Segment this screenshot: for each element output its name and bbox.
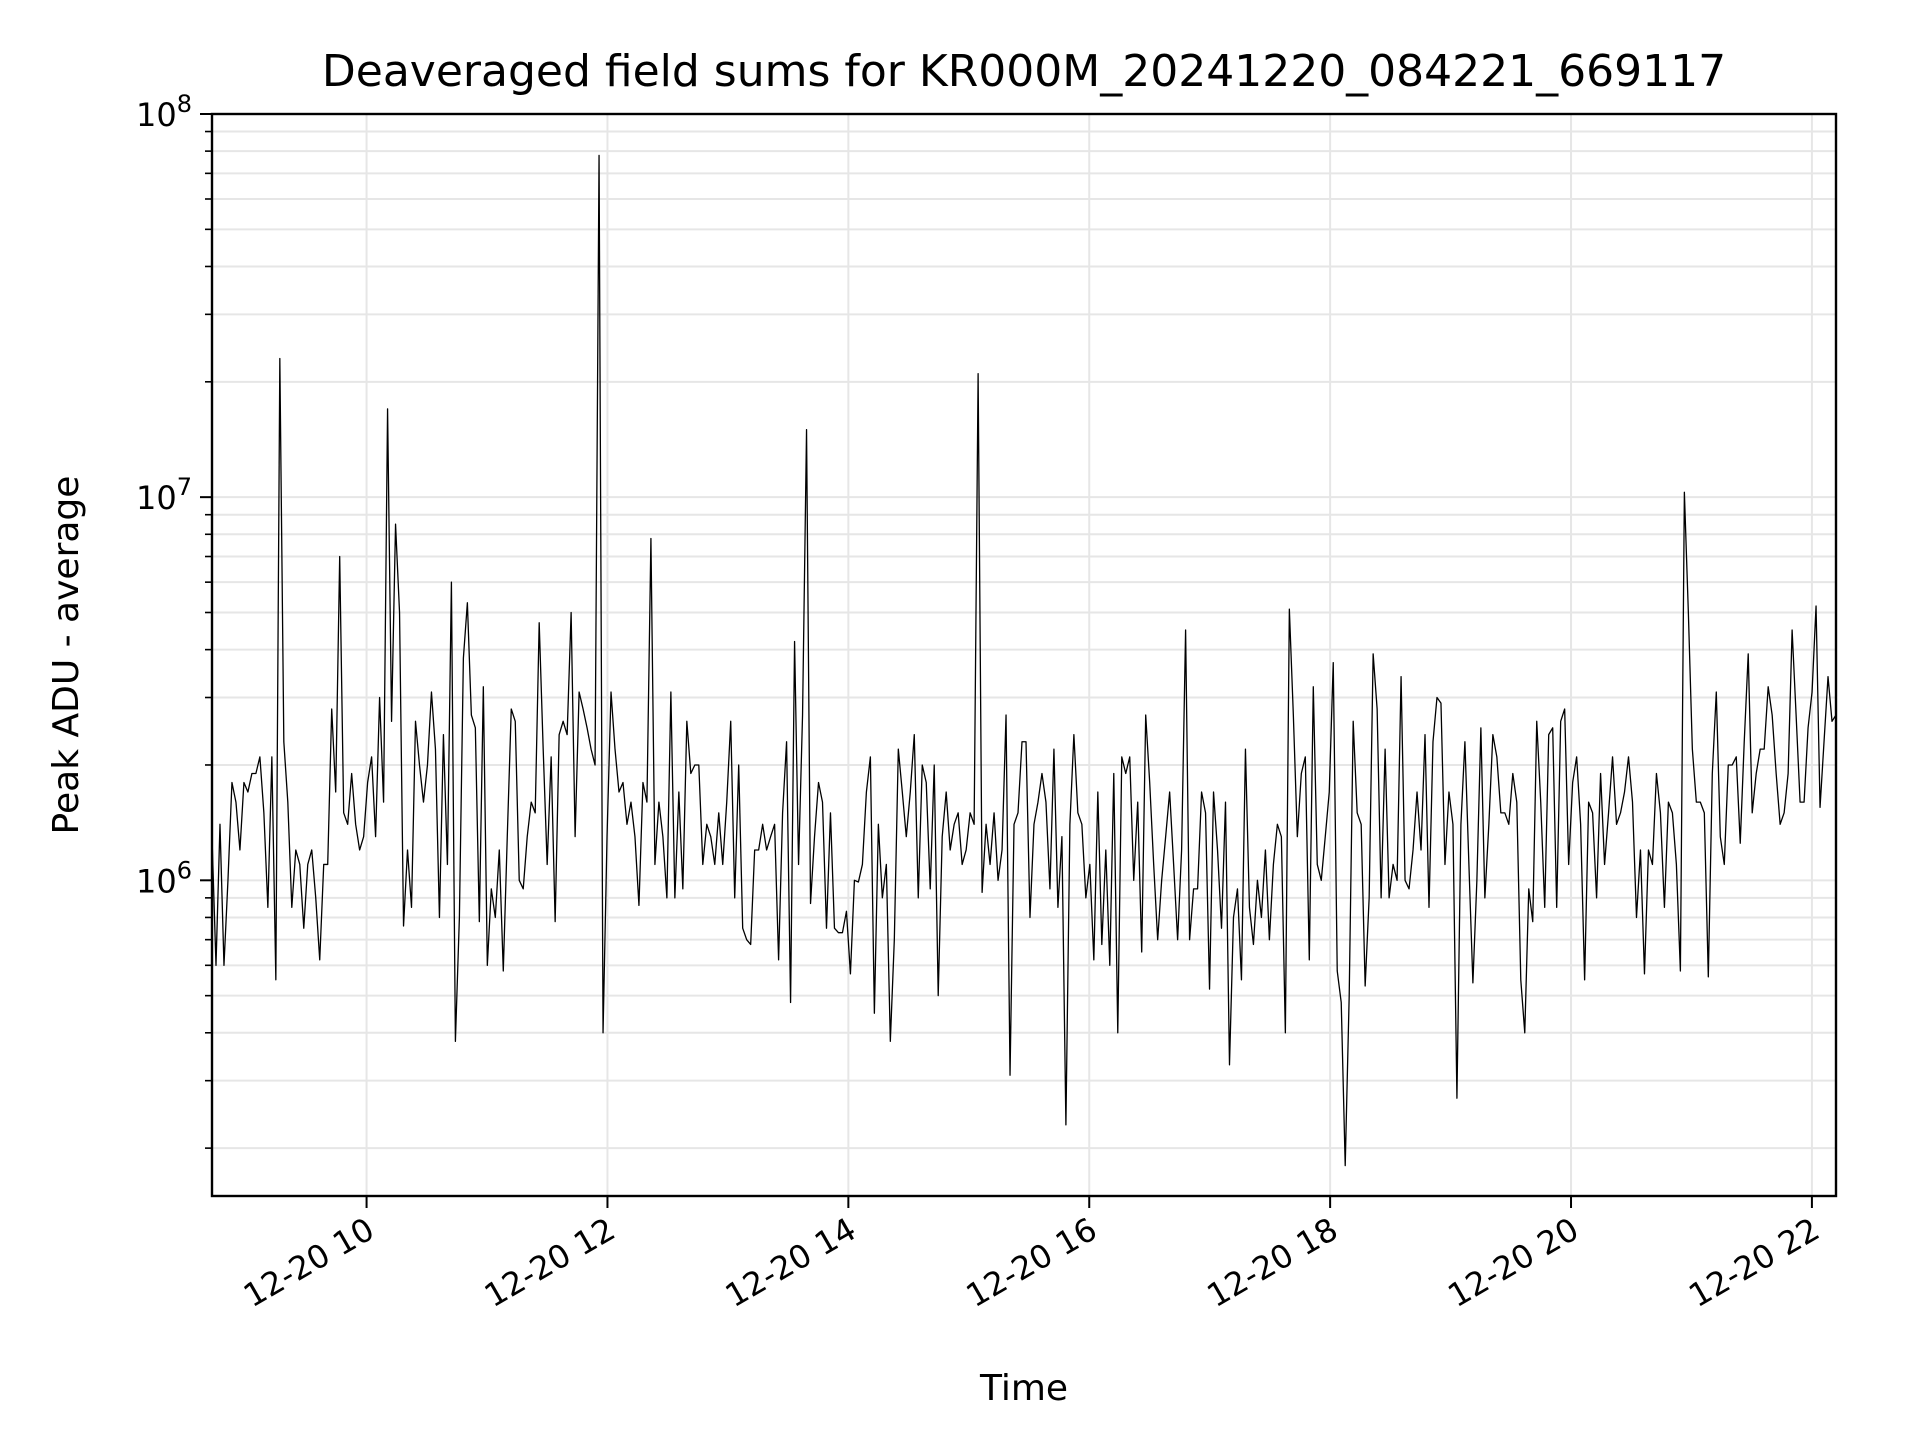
y-tick-label: 106 (136, 856, 192, 900)
grid (212, 113, 1836, 1196)
series-line (211, 154, 1837, 1167)
axis-ticks (200, 113, 1813, 1208)
y-tick-label: 108 (136, 90, 192, 134)
x-axis-label: Time (979, 1368, 1068, 1409)
series (211, 154, 1837, 1167)
y-axis-label: Peak ADU - average (46, 476, 87, 835)
y-tick-label: 107 (136, 473, 192, 517)
plot-area (210, 112, 1838, 1198)
chart-title: Deaveraged field sums for KR000M_2024122… (322, 46, 1726, 97)
